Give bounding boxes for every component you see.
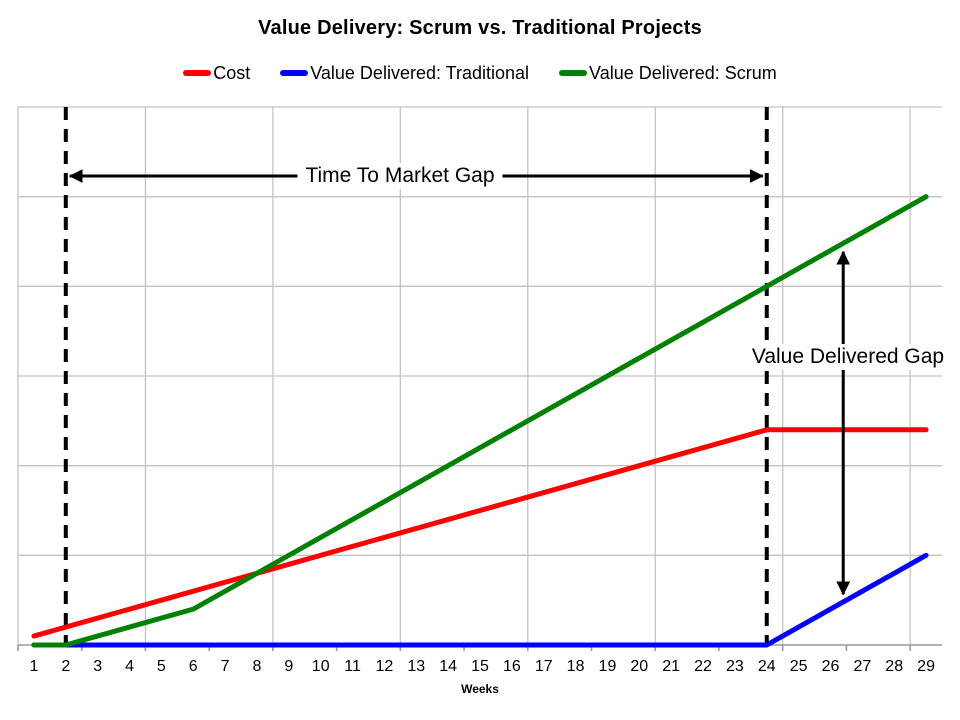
scrum-value-line: [31, 194, 929, 648]
x-tick-label-13: 13: [407, 658, 426, 675]
cost-swatch: [183, 70, 212, 76]
x-tick-label-24: 24: [757, 658, 776, 675]
x-tick-label-29: 29: [917, 658, 935, 675]
legend: Cost Value Delivered: Traditional Value …: [0, 64, 960, 82]
x-tick-label-20: 20: [630, 658, 649, 675]
scrum-swatch: [559, 70, 588, 76]
legend-item-scrum: Value Delivered: Scrum: [559, 64, 777, 82]
x-tick-label-1: 1: [29, 658, 39, 675]
x-tick-label-16: 16: [502, 658, 521, 675]
x-tick-label-18: 18: [566, 658, 585, 675]
legend-label-cost: Cost: [213, 63, 251, 83]
x-tick-label-27: 27: [853, 658, 872, 675]
x-tick-label-28: 28: [885, 658, 904, 675]
x-axis-title: Weeks: [461, 682, 499, 696]
x-tick-label-12: 12: [375, 658, 394, 675]
x-tick-label-14: 14: [439, 658, 458, 675]
x-tick-label-3: 3: [93, 658, 103, 675]
legend-item-cost: Cost: [183, 64, 250, 82]
chart-title: Value Delivery: Scrum vs. Traditional Pr…: [258, 17, 702, 39]
x-tick-label-7: 7: [220, 658, 230, 675]
x-tick-label-4: 4: [125, 658, 134, 675]
legend-label-traditional: Value Delivered: Traditional: [310, 63, 530, 83]
legend-item-traditional: Value Delivered: Traditional: [280, 64, 529, 82]
x-tick-label-26: 26: [821, 658, 840, 675]
cost-line: [31, 427, 929, 639]
x-tick-label-10: 10: [311, 658, 330, 675]
x-tick-label-17: 17: [534, 658, 553, 675]
legend-label-scrum: Value Delivered: Scrum: [589, 63, 777, 83]
x-tick-label-21: 21: [662, 658, 681, 675]
x-tick-label-8: 8: [252, 658, 262, 675]
x-tick-label-5: 5: [156, 658, 166, 675]
x-tick-label-9: 9: [284, 658, 294, 675]
traditional-value-line: [31, 552, 929, 648]
time-to-market-gap-label: Time To Market Gap: [297, 163, 503, 189]
x-tick-label-6: 6: [188, 658, 198, 675]
x-tick-label-25: 25: [789, 658, 808, 675]
x-tick-label-19: 19: [598, 658, 617, 675]
x-tick-label-22: 22: [694, 658, 712, 675]
value-delivered-gap-label: Value Delivered Gap: [743, 344, 953, 370]
x-tick-label-2: 2: [61, 658, 71, 675]
traditional-swatch: [280, 70, 309, 76]
x-tick-label-23: 23: [725, 658, 744, 675]
x-tick-label-15: 15: [471, 658, 489, 675]
x-tick-label-11: 11: [344, 658, 361, 675]
